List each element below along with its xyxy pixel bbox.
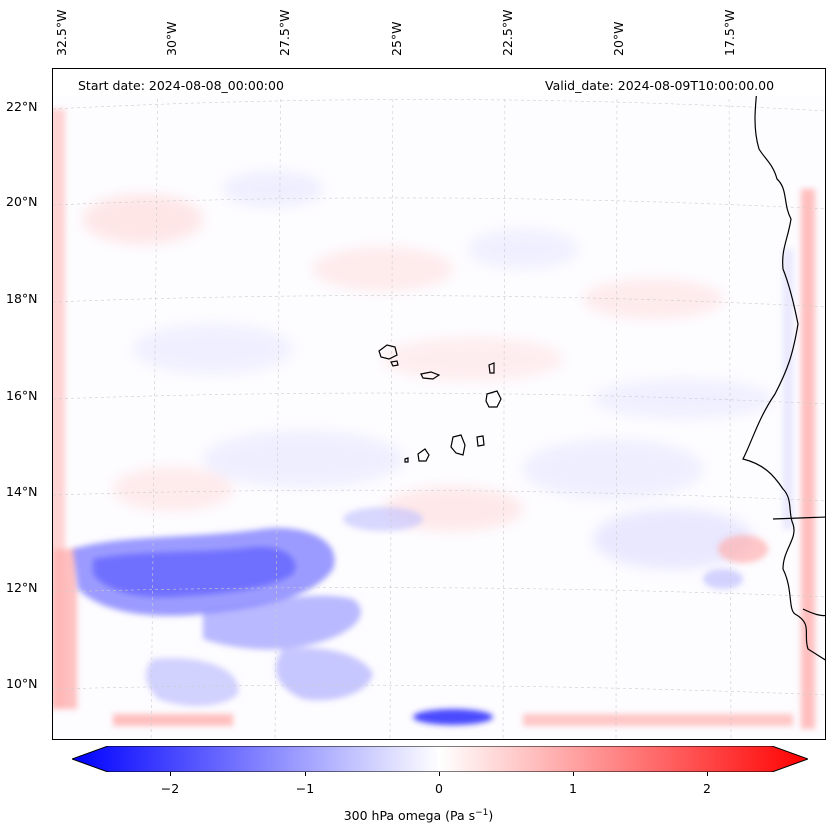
valid-date-label: Valid_date: 2024-08-09T10:00:00.00	[545, 78, 775, 93]
coastline	[742, 88, 825, 661]
colorbar-gradient	[70, 745, 810, 773]
colorbar-label: 300 hPa omega (Pa s−1)	[343, 808, 494, 824]
colorbar-tick-mark-1	[170, 772, 171, 776]
colorbar-tick-2: 2	[703, 781, 711, 796]
colorbar	[70, 745, 810, 773]
omega-boundary-positive	[53, 109, 815, 729]
colorbar-tick-mark-3	[439, 772, 440, 776]
colorbar-tick-0: 0	[435, 781, 443, 796]
cape-verde-islands	[378, 344, 502, 463]
colorbar-tick-1: 1	[569, 781, 577, 796]
omega-negative-band	[73, 507, 768, 725]
colorbar-tick-neg2: −2	[160, 781, 180, 796]
lon-label-25w: 25°W	[389, 21, 404, 56]
lat-label-22n: 22°N	[6, 99, 38, 114]
lon-label-17-5w: 17.5°W	[722, 9, 737, 56]
lat-label-16n: 16°N	[6, 388, 38, 403]
lat-label-12n: 12°N	[6, 580, 38, 595]
lat-label-14n: 14°N	[6, 484, 38, 499]
lat-label-10n: 10°N	[6, 676, 38, 691]
start-date-label: Start date: 2024-08-08_00:00:00	[78, 78, 284, 93]
colorbar-tick-mark-5	[707, 772, 708, 776]
lon-label-22-5w: 22.5°W	[500, 9, 515, 56]
title-strip	[53, 69, 825, 96]
colorbar-tick-neg1: −1	[295, 781, 315, 796]
colorbar-tick-mark-2	[305, 772, 306, 776]
lat-label-18n: 18°N	[6, 291, 38, 306]
lat-label-20n: 20°N	[6, 194, 38, 209]
lon-label-32-5w: 32.5°W	[54, 9, 69, 56]
colorbar-tick-mark-4	[573, 772, 574, 776]
map-gridlines	[53, 69, 825, 739]
omega-faint-patches	[83, 171, 773, 569]
map-panel	[52, 68, 826, 740]
lon-label-20w: 20°W	[611, 21, 626, 56]
lon-label-27-5w: 27.5°W	[277, 9, 292, 56]
lon-label-30w: 30°W	[164, 21, 179, 56]
omega-field-map	[53, 69, 825, 739]
